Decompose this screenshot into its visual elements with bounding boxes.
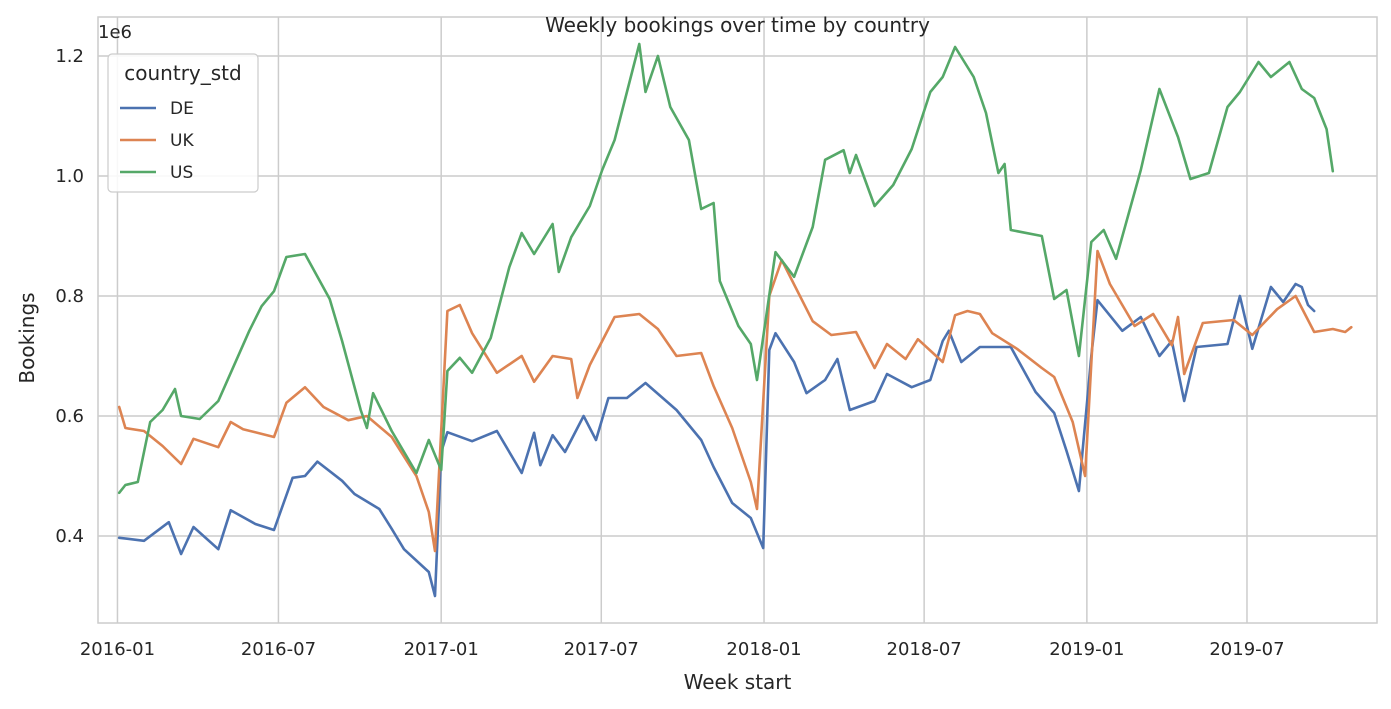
legend: country_std DE UK US [107,53,259,193]
x-tick-label: 2017-07 [564,639,639,660]
y-tick-label: 1.2 [55,46,84,67]
y-tick-label: 0.6 [55,406,84,427]
y-tick-label: 1.0 [55,166,84,187]
x-tick-labels: 2016-01 2016-07 2017-01 2017-07 2018-01 2018-… [80,639,1285,660]
legend-label-uk: UK [170,131,194,151]
x-tick-label: 2017-01 [404,639,479,660]
x-tick-label: 2019-07 [1209,639,1284,660]
x-gridlines [116,17,1248,623]
series-lines [117,42,1353,598]
x-axis-label: Week start [684,670,792,694]
plot-area [98,17,1377,623]
legend-label-de: DE [170,99,194,119]
y-axis-label: Bookings [15,292,39,383]
y-tick-labels: 0.4 0.6 0.8 1.0 1.2 [55,46,84,547]
y-gridlines [98,55,1377,537]
legend-title: country_std [124,61,241,85]
x-tick-label: 2018-07 [887,639,962,660]
x-tick-label: 2018-01 [726,639,801,660]
chart-title: Weekly bookings over time by country [545,13,930,37]
y-offset-label: 1e6 [98,22,132,43]
series-line-uk [117,249,1353,553]
x-tick-label: 2016-01 [80,639,155,660]
legend-label-us: US [170,163,193,183]
series-line-de [117,282,1316,598]
y-tick-label: 0.8 [55,286,84,307]
x-tick-label: 2019-01 [1049,639,1124,660]
legend-box [107,53,259,193]
legend-entries: DE UK US [120,99,194,183]
x-tick-label: 2016-07 [241,639,316,660]
series-line-us [117,42,1335,495]
plot-frame [97,16,1378,624]
y-tick-label: 0.4 [55,526,84,547]
